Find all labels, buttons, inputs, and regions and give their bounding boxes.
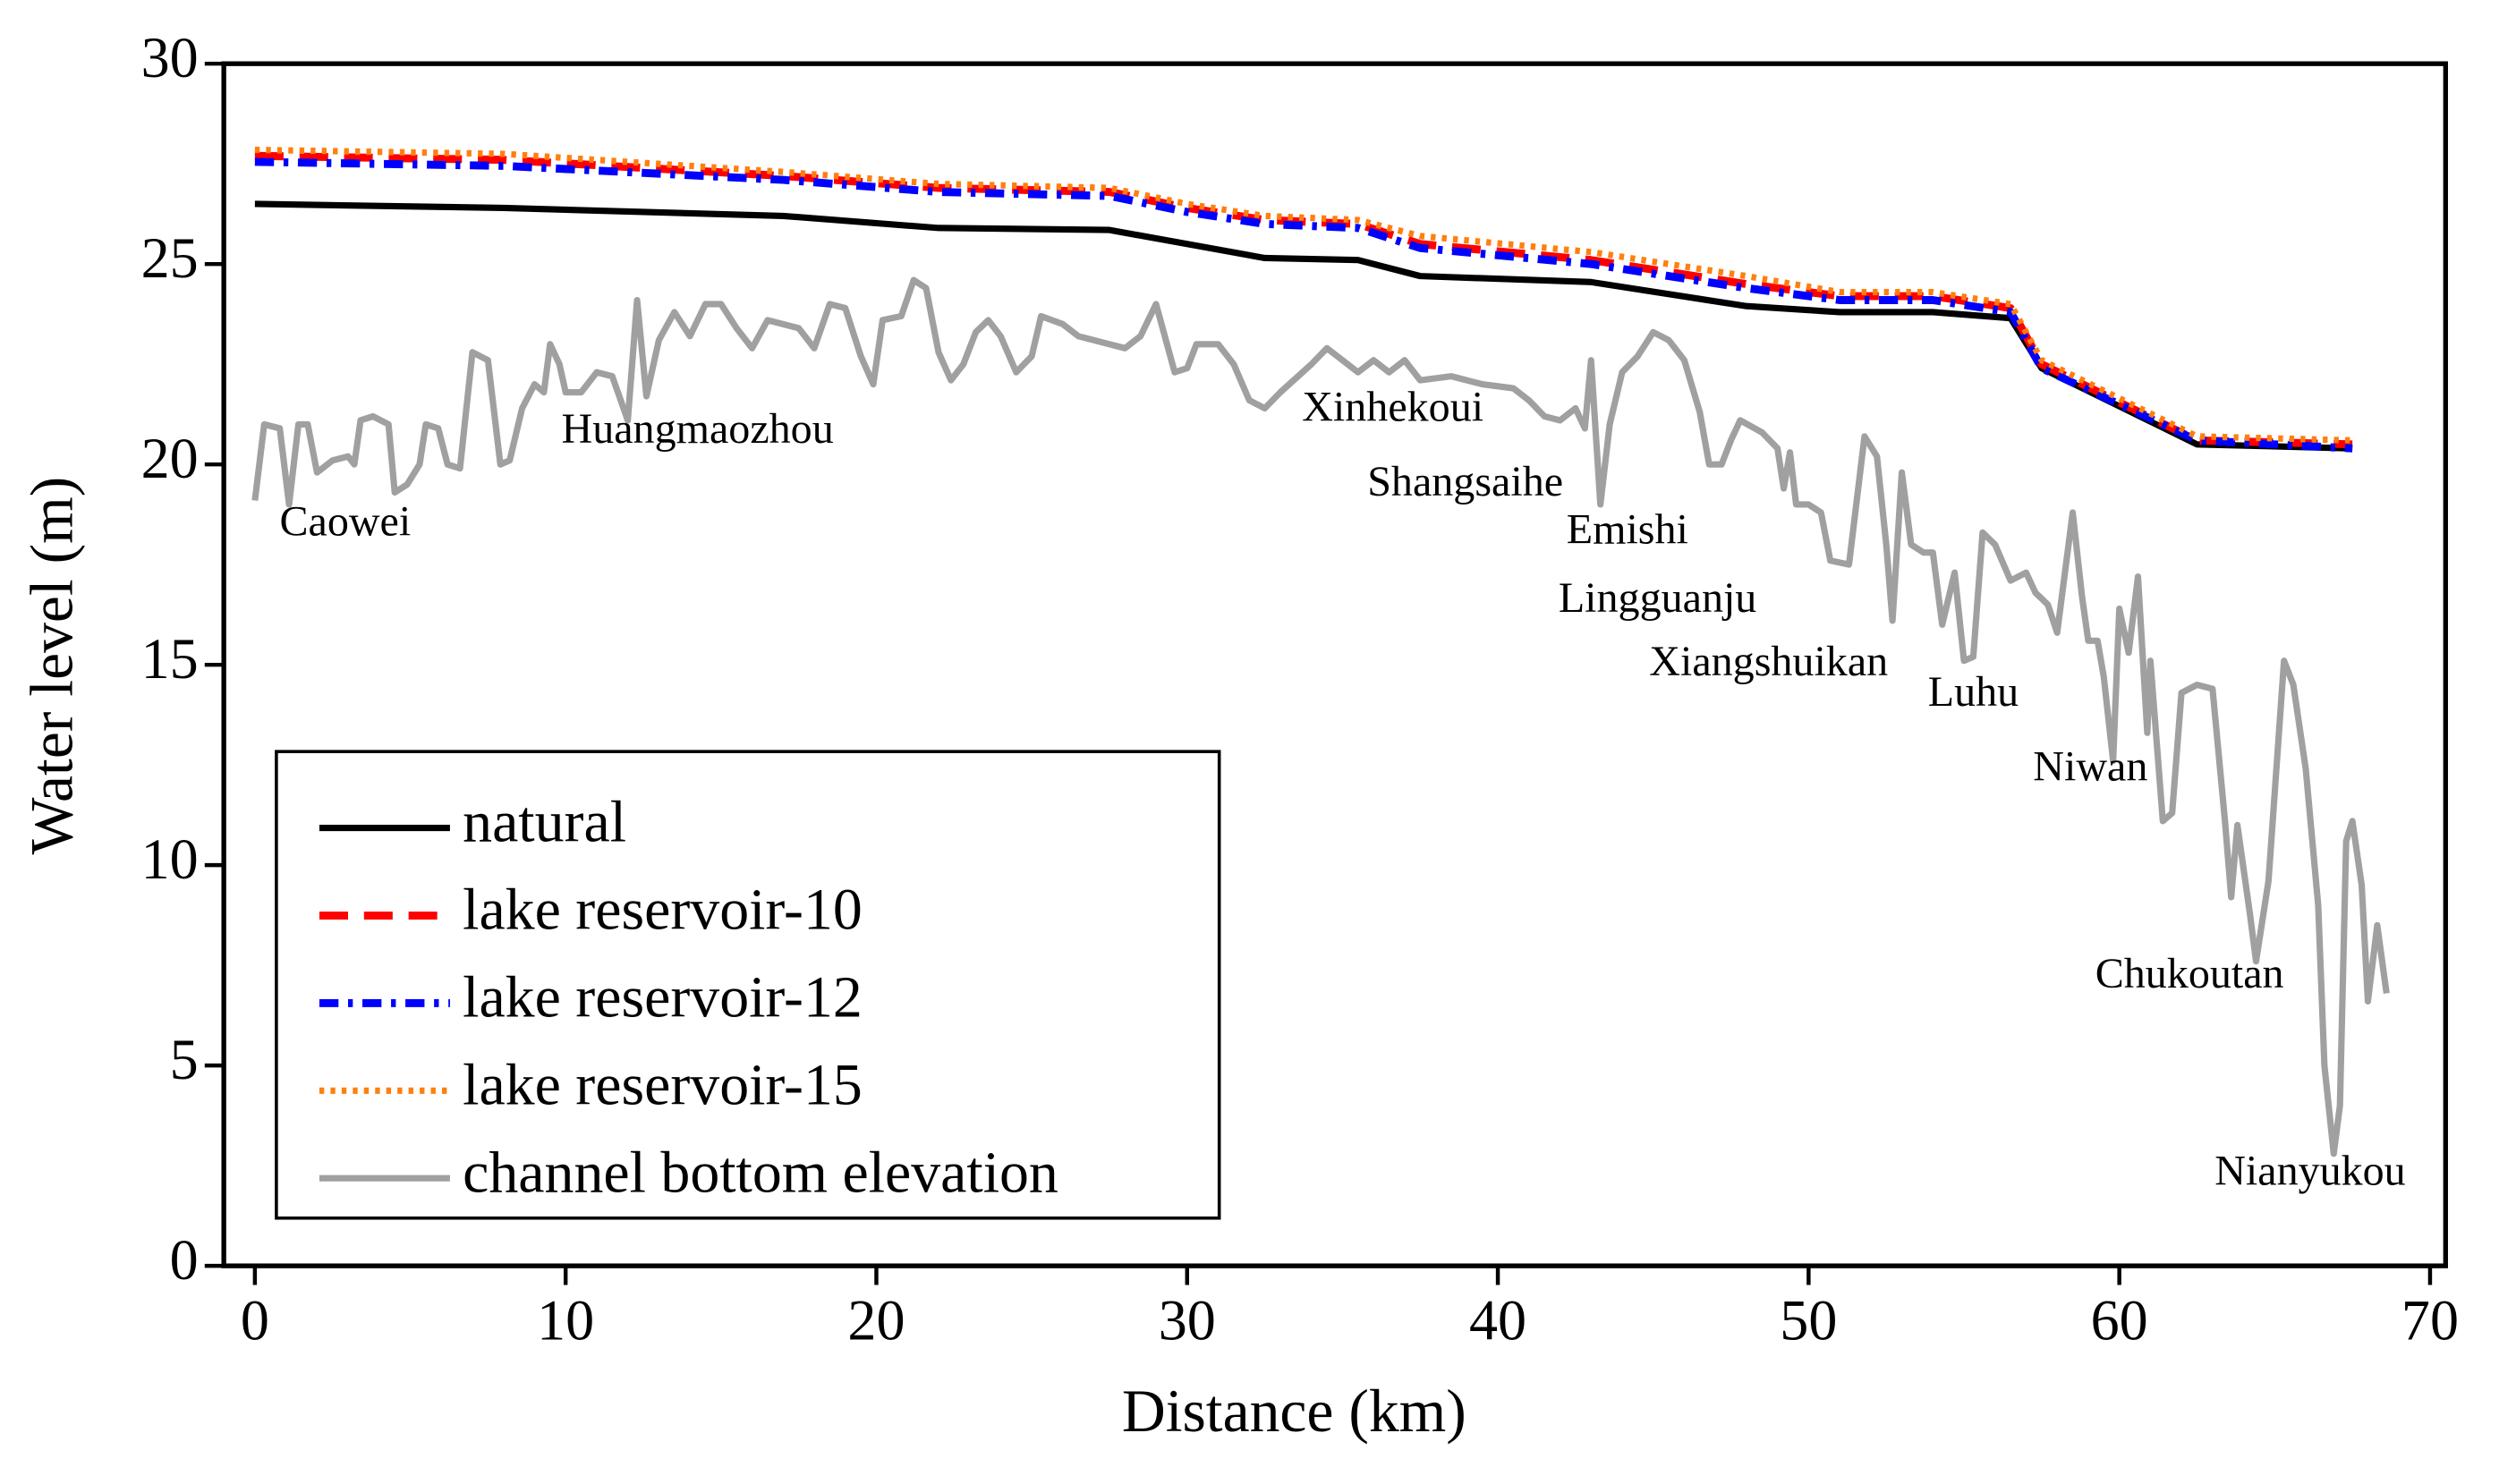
legend-label: lake reservoir-12: [463, 965, 863, 1030]
station-label: Xiangshuikan: [1649, 638, 1888, 685]
station-label: Caowei: [279, 497, 411, 545]
legend-label: lake reservoir-10: [463, 878, 863, 943]
x-tick-label: 40: [1469, 1288, 1526, 1352]
x-tick-label: 50: [1780, 1288, 1837, 1352]
x-tick-label: 70: [2401, 1288, 2459, 1352]
legend-label: lake reservoir-15: [463, 1052, 863, 1117]
station-label: Lingguanju: [1559, 574, 1757, 622]
series-line: [254, 146, 2353, 444]
y-tick-label: 25: [141, 226, 199, 290]
y-tick-label: 15: [141, 627, 199, 691]
station-label: Nianyukou: [2214, 1148, 2406, 1195]
x-tick-label: 0: [241, 1288, 269, 1352]
x-tick-label: 30: [1159, 1288, 1216, 1352]
y-tick-label: 0: [170, 1228, 199, 1292]
plot-frame: [221, 61, 2448, 1268]
station-label: Huangmaozhou: [562, 405, 834, 453]
station-label: Niwan: [2033, 743, 2147, 791]
station-label: Shangsaihe: [1367, 458, 1563, 505]
series-line: [251, 276, 2390, 1158]
x-tick-label: 60: [2091, 1288, 2148, 1352]
x-tick-label: 20: [847, 1288, 905, 1352]
x-tick-label: 10: [537, 1288, 594, 1352]
legend-label: natural: [463, 790, 626, 855]
station-label: Luhu: [1928, 668, 2019, 716]
station-label: Chukoutan: [2095, 950, 2284, 997]
station-label: Emishi: [1567, 505, 1688, 553]
y-tick-label: 10: [141, 827, 199, 891]
x-axis-title: Distance (km): [1122, 1378, 1466, 1445]
y-axis-title: Water level (m): [19, 477, 86, 855]
y-tick-label: 5: [170, 1028, 199, 1091]
y-tick-label: 20: [141, 427, 199, 490]
station-label: Xinhekoui: [1302, 383, 1483, 430]
y-tick-label: 30: [141, 26, 199, 89]
legend-label: channel bottom elevation: [463, 1140, 1058, 1205]
series-line: [254, 157, 2353, 453]
